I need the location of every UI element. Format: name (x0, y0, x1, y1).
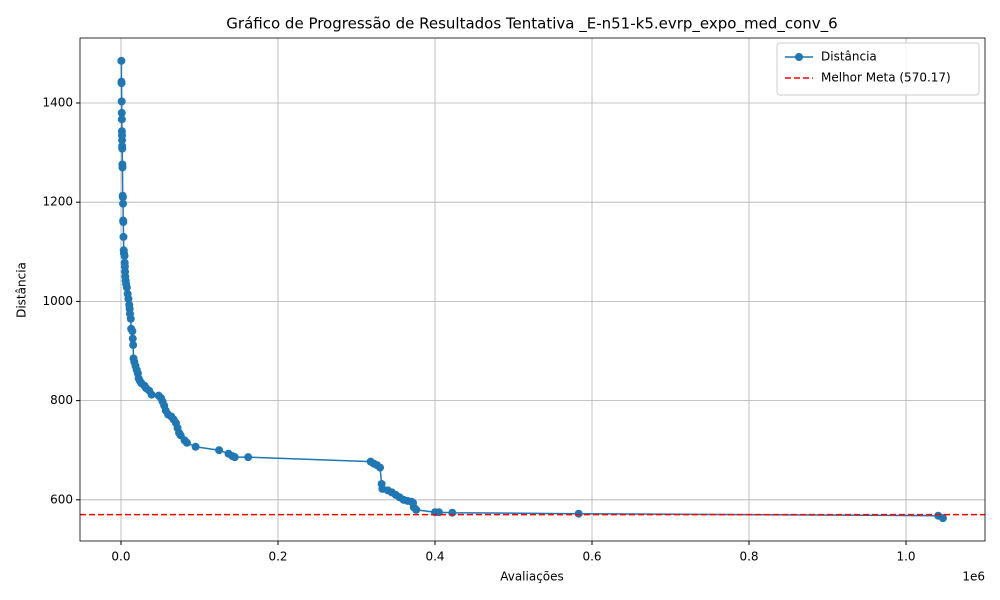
data-point (119, 232, 128, 241)
data-point (117, 108, 126, 117)
x-tick-label: 1.0 (896, 550, 915, 564)
data-point (117, 79, 126, 88)
x-tick-label: 0.8 (739, 550, 758, 564)
data-point (448, 508, 457, 517)
data-point (128, 334, 137, 343)
data-point (182, 438, 191, 447)
data-point (118, 163, 127, 172)
data-point (244, 453, 253, 462)
data-point (230, 453, 239, 462)
x-tick-label: 0.4 (425, 550, 444, 564)
y-tick-label: 800 (50, 393, 73, 407)
y-tick-label: 1000 (42, 294, 73, 308)
data-point (938, 514, 947, 523)
data-point (118, 144, 127, 153)
data-point (129, 341, 138, 350)
data-point (118, 136, 127, 145)
data-point (124, 294, 133, 303)
data-point (122, 283, 131, 292)
data-point (376, 463, 385, 472)
x-tick-label: 0.6 (582, 550, 601, 564)
chart-title: Gráfico de Progressão de Resultados Tent… (226, 15, 837, 34)
x-offset-label: 1e6 (962, 570, 985, 584)
x-axis-label: Avaliações (500, 570, 564, 584)
data-point (117, 97, 126, 106)
y-tick-label: 600 (50, 492, 73, 506)
data-point (119, 218, 128, 227)
y-tick-label: 1400 (42, 95, 73, 109)
data-point (118, 193, 127, 202)
plot-frame (79, 37, 986, 542)
data-point (215, 446, 224, 455)
legend-marker (795, 53, 803, 61)
data-point (119, 199, 128, 208)
data-point (126, 314, 135, 323)
x-tick-label: 0.2 (268, 550, 287, 564)
data-point (128, 327, 137, 336)
data-point (147, 390, 156, 399)
legend-box (776, 42, 980, 96)
legend-label: Melhor Meta (570.17) (821, 71, 951, 85)
data-point (120, 251, 129, 260)
data-point (574, 509, 583, 518)
data-point (191, 442, 200, 451)
x-tick-label: 0.0 (111, 550, 130, 564)
data-point (117, 56, 126, 65)
series-line (120, 60, 944, 519)
y-tick-label: 1200 (42, 195, 73, 209)
data-point (117, 115, 126, 124)
legend-label: Distância (821, 50, 877, 64)
y-axis-label: Distância (15, 262, 29, 318)
data-point (412, 505, 421, 514)
